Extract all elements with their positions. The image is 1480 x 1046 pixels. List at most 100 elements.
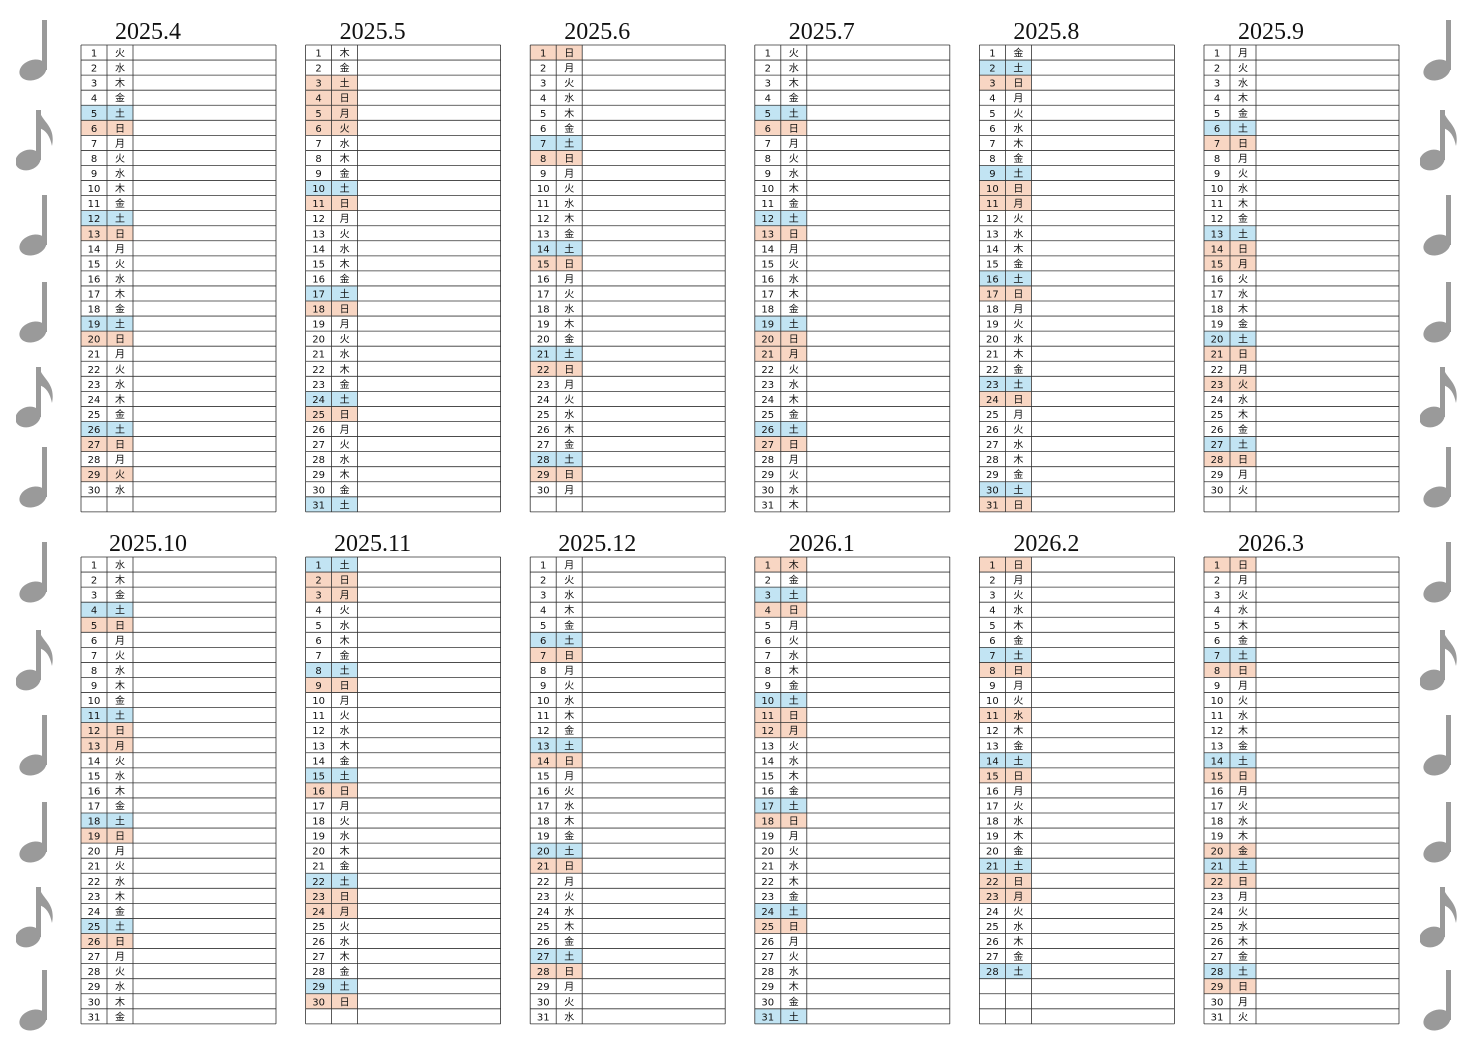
day-number: 11 [761,711,774,722]
weekday: 金 [1013,468,1023,481]
weekday: 月 [340,424,350,436]
day-number: 24 [986,907,999,918]
day-number: 26 [986,425,999,436]
day-number: 15 [312,259,325,270]
day-number: 4 [91,94,97,105]
weekday: 土 [789,589,799,602]
weekday: 金 [340,649,350,662]
day-number: 26 [1211,937,1224,948]
weekday: 土 [1238,860,1248,873]
day-number: 20 [986,847,999,858]
weekday: 水 [115,484,125,496]
weekday: 火 [564,996,574,1008]
day-number: 6 [989,636,995,647]
weekday: 火 [1238,63,1248,75]
weekday: 月 [1238,153,1248,165]
weekday: 火 [1238,590,1248,602]
weekday: 水 [564,800,574,812]
day-number: 8 [765,154,771,165]
day-number: 30 [537,485,550,496]
music-note [16,802,50,864]
weekday: 木 [789,665,799,677]
day-number: 15 [1211,259,1224,270]
day-number: 16 [537,274,550,285]
day-number: 15 [312,771,325,782]
day-number: 1 [540,49,546,60]
day-number: 26 [1211,425,1224,436]
weekday: 土 [340,769,350,782]
day-number: 3 [765,591,771,602]
weekday: 火 [340,710,350,722]
weekday: 月 [789,138,799,150]
day-number: 3 [1214,591,1220,602]
day-number: 10 [761,696,774,707]
day-number: 12 [986,726,999,737]
day-number: 14 [88,244,101,255]
day-number: 25 [537,410,550,421]
day-number: 11 [312,199,325,210]
day-number: 25 [312,410,325,421]
day-number: 8 [1214,154,1220,165]
day-number: 24 [761,395,774,406]
day-number: 5 [91,621,97,632]
weekday: 日 [1238,350,1248,361]
weekday: 火 [1238,695,1248,707]
weekday: 日 [564,49,574,60]
weekday: 土 [789,694,799,707]
day-number: 14 [986,756,999,767]
weekday: 水 [340,349,350,361]
day-number: 10 [537,184,550,195]
weekday: 木 [340,951,350,963]
weekday: 金 [115,92,125,105]
weekday: 火 [789,951,799,963]
weekday: 木 [1013,831,1023,843]
day-number: 19 [986,320,999,331]
weekday: 火 [115,650,125,662]
weekday: 土 [789,905,799,918]
day-number: 29 [537,470,550,481]
weekday: 木 [1013,936,1023,948]
weekday: 水 [564,198,574,210]
weekday: 月 [1013,680,1023,692]
day-number: 4 [315,606,321,617]
weekday: 金 [789,784,799,797]
weekday: 月 [1013,575,1023,587]
day-number: 20 [88,335,101,346]
weekday: 土 [564,739,574,752]
day-number: 18 [312,305,325,316]
day-number: 11 [537,199,550,210]
weekday: 土 [340,77,350,90]
weekday: 土 [115,709,125,722]
day-number: 14 [312,756,325,767]
day-number: 12 [761,726,774,737]
day-number: 18 [88,817,101,828]
day-number: 2 [540,576,546,587]
day-number: 6 [91,124,97,135]
month-title: 2025.7 [789,19,855,45]
day-number: 23 [88,892,101,903]
day-number: 13 [88,229,101,240]
weekday: 土 [1238,227,1248,240]
weekday: 月 [340,319,350,331]
weekday: 水 [789,168,799,180]
weekday: 水 [1238,394,1248,406]
weekday: 木 [564,921,574,933]
day-number: 20 [986,335,999,346]
day-number: 14 [537,756,550,767]
day-number: 8 [540,666,546,677]
day-number: 6 [540,124,546,135]
month-title: 2026.2 [1013,531,1079,557]
day-number: 16 [312,786,325,797]
weekday: 水 [1013,710,1023,722]
day-number: 21 [88,862,101,873]
music-note [16,195,50,257]
day-number: 4 [765,94,771,105]
weekday: 木 [115,996,125,1008]
day-number: 25 [1211,410,1224,421]
day-number: 4 [315,94,321,105]
day-number: 14 [986,244,999,255]
weekday: 水 [340,936,350,948]
day-number: 29 [761,982,774,993]
day-number: 14 [88,756,101,767]
weekday: 火 [1238,168,1248,180]
